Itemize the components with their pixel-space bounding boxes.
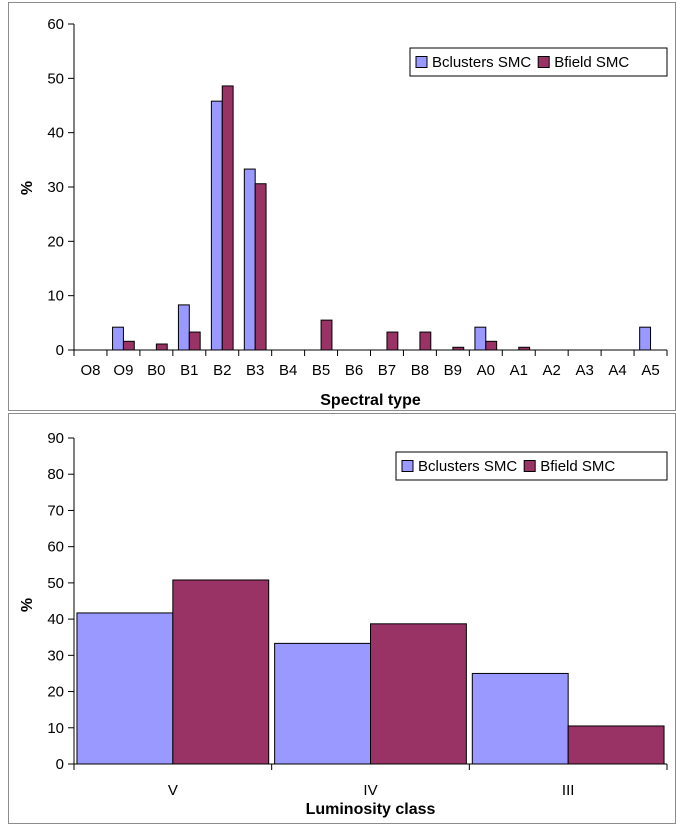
y-tick-label: 10 — [47, 288, 64, 305]
bar-B2-series-0 — [210, 100, 223, 351]
y-tick-label: 20 — [47, 233, 64, 250]
bar-III-series-1 — [567, 725, 665, 765]
y-tick-label: 0 — [56, 756, 64, 773]
x-tick-label: B9 — [444, 362, 462, 379]
bar-B8-series-1 — [419, 331, 432, 351]
bar-III-series-0 — [471, 672, 569, 765]
x-tick-label: A2 — [543, 362, 561, 379]
spectral-type-chart: 0 10 20 30 40 50 60 O8 O9 B0 B1 B2 B3 B4 B5 B6 B7 B8 B9 A0 A… — [19, 16, 668, 409]
series-1-bars — [122, 85, 531, 351]
y-tick-label: 30 — [47, 179, 64, 196]
legend: Bclusters SMC Bfield SMC — [409, 47, 668, 77]
bar-A0-series-1 — [485, 340, 498, 351]
legend-swatch-series-0 — [415, 56, 428, 68]
y-tick-label: 80 — [47, 466, 64, 483]
x-tick-label: B3 — [246, 362, 264, 379]
bar-B5-series-1 — [320, 319, 333, 351]
spectral-type-chart-panel: 0 10 20 30 40 50 60 O8 O9 B0 B1 B2 B3 B4 B5 B6 B7 B8 B9 A0 A… — [8, 2, 676, 411]
x-tick-label: B6 — [345, 362, 363, 379]
x-tick-label: O8 — [80, 362, 100, 379]
x-tick-label: A1 — [510, 362, 528, 379]
legend-label-series-0: Bclusters SMC — [432, 54, 531, 71]
bar-B1-series-1 — [188, 331, 201, 351]
bar-B2-series-1 — [221, 85, 234, 351]
x-tick-label: B4 — [279, 362, 297, 379]
y-tick-label: 0 — [56, 342, 64, 359]
x-tick-label: III — [562, 782, 575, 799]
y-tick-label: 60 — [47, 16, 64, 33]
legend-label-series-0: Bclusters SMC — [418, 458, 517, 475]
x-tick-label: B7 — [378, 362, 396, 379]
x-tick-label: B0 — [147, 362, 165, 379]
y-tick-label: 50 — [47, 70, 64, 87]
y-tick-label: 40 — [47, 125, 64, 142]
x-tick-label: O9 — [113, 362, 133, 379]
legend: Bclusters SMC Bfield SMC — [395, 451, 668, 481]
bar-V-series-0 — [76, 612, 174, 765]
y-tick-label: 30 — [47, 647, 64, 664]
legend-label-series-1: Bfield SMC — [554, 54, 629, 71]
legend-swatch-series-1 — [537, 56, 550, 68]
bar-B0-series-1 — [155, 343, 168, 351]
x-tick-label: V — [168, 782, 178, 799]
bar-O9-series-0 — [112, 326, 124, 351]
x-tick-label: A4 — [608, 362, 626, 379]
y-axis-title: % — [19, 181, 36, 195]
x-tick-label: IV — [363, 782, 377, 799]
bar-V-series-1 — [172, 579, 270, 765]
bar-B1-series-0 — [177, 304, 190, 351]
luminosity-class-chart-panel: 0 10 20 30 40 50 60 70 80 90 V IV III Luminosity clas… — [8, 413, 676, 824]
x-tick-label: A5 — [641, 362, 659, 379]
x-tick-label: B2 — [213, 362, 231, 379]
x-tick-label: A0 — [477, 362, 495, 379]
legend-swatch-series-0 — [401, 460, 414, 472]
legend-label-series-1: Bfield SMC — [540, 458, 615, 475]
x-axis-title: Spectral type — [320, 392, 421, 409]
bar-IV-series-0 — [274, 642, 372, 765]
bar-A0-series-0 — [474, 326, 487, 351]
series-0-bars — [112, 100, 652, 351]
series-1-bars — [172, 579, 665, 765]
x-tick-label: B1 — [180, 362, 198, 379]
y-tick-label: 90 — [47, 430, 64, 447]
legend-swatch-series-1 — [523, 460, 536, 472]
bar-O9-series-1 — [122, 340, 135, 351]
bar-B3-series-1 — [254, 183, 267, 351]
y-tick-label: 10 — [47, 720, 64, 737]
y-tick-label: 20 — [47, 684, 64, 701]
y-tick-label: 40 — [47, 611, 64, 628]
y-tick-label: 60 — [47, 539, 64, 556]
y-tick-label: 70 — [47, 502, 64, 519]
x-tick-label: B8 — [411, 362, 429, 379]
luminosity-class-chart: 0 10 20 30 40 50 60 70 80 90 V IV III Luminosity clas… — [19, 430, 668, 818]
bar-IV-series-1 — [370, 623, 467, 765]
x-axis-title: Luminosity class — [306, 801, 436, 818]
x-tick-label: B5 — [312, 362, 330, 379]
bar-B7-series-1 — [386, 331, 399, 351]
y-tick-label: 50 — [47, 575, 64, 592]
x-tick-label: A3 — [575, 362, 593, 379]
series-0-bars — [76, 612, 569, 765]
bar-B3-series-0 — [243, 168, 256, 351]
bar-A5-series-0 — [639, 326, 652, 351]
y-axis-title: % — [19, 598, 36, 612]
